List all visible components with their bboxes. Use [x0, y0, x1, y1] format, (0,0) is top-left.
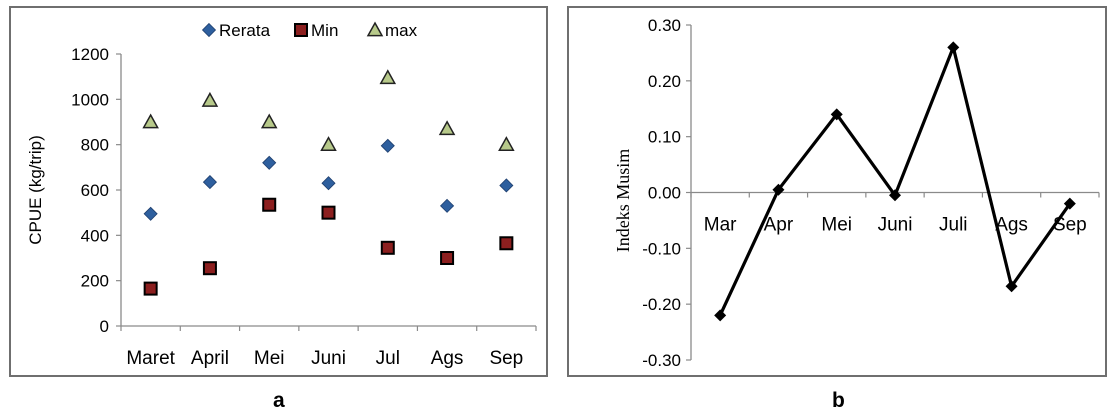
chart-b-svg: 0.30 0.20 0.10 0.00 -0.10 -0.20 -0.30 Mar Apr Mei…	[613, 16, 1100, 370]
chart-panel-b: 0.30 0.20 0.10 0.00 -0.10 -0.20 -0.30 Mar Apr Mei…	[567, 6, 1107, 377]
data-point-rerata	[499, 178, 514, 193]
x-tick-label: Juni	[878, 215, 913, 236]
data-point-min	[440, 251, 455, 265]
data-point-min	[380, 240, 395, 255]
legend-label: max	[385, 21, 418, 40]
series-line	[718, 42, 1072, 317]
data-point	[1005, 280, 1018, 293]
x-tick-label: Jul	[376, 348, 400, 369]
data-point	[1063, 197, 1076, 210]
data-point	[772, 183, 785, 196]
x-tick-label: Ags	[431, 348, 464, 369]
y-tick-label: -0.10	[642, 239, 681, 258]
x-tick-label: Mei	[821, 215, 852, 236]
y-tick-label: 600	[81, 181, 109, 200]
y-tick-label: -0.30	[642, 351, 681, 370]
data-point-max	[320, 136, 337, 152]
y-tick-label: 0.00	[648, 184, 681, 203]
legend-marker-rerata	[201, 22, 217, 38]
y-tick-label: 400	[81, 226, 109, 245]
data-point	[947, 41, 960, 54]
x-tick-label: Sep	[1053, 215, 1087, 236]
y-tick-label: 0	[100, 317, 109, 336]
legend: Rerata Min max	[201, 21, 418, 40]
data-point-max	[438, 120, 456, 136]
x-tick-label: Maret	[126, 348, 175, 369]
panel-label-b: b	[832, 389, 845, 412]
panel-label-a: a	[273, 389, 285, 412]
data-point	[889, 189, 901, 202]
legend-marker-min	[294, 23, 308, 37]
y-axis-title: Indeks Musim	[613, 149, 633, 253]
data-point-min	[499, 236, 514, 251]
y-tick-label: 0.10	[648, 128, 681, 147]
x-tick-label: Apr	[764, 215, 794, 236]
x-tick-label: Sep	[489, 348, 523, 369]
legend-label: Rerata	[219, 21, 271, 40]
chart-a-svg: 0 200 400 600 800 1000 1200 Maret April Mei Juni Ju…	[26, 21, 537, 369]
data-point-min	[202, 261, 217, 276]
y-tick-label: 800	[81, 136, 109, 155]
legend-label: Min	[311, 21, 338, 40]
y-tick-label: 1000	[71, 90, 109, 109]
data-point-max	[260, 113, 278, 129]
x-tick-label: Mei	[254, 348, 285, 369]
y-tick-label: 200	[81, 272, 109, 291]
x-tick-label: Ags	[995, 215, 1028, 236]
data-point-max	[201, 91, 219, 107]
legend-marker-max	[366, 21, 384, 37]
y-tick-label: -0.20	[642, 295, 681, 314]
data-point-rerata	[380, 138, 395, 153]
y-axis-title: CPUE (kg/trip)	[26, 135, 45, 245]
data-point-rerata	[440, 198, 455, 213]
y-tick-label: 0.20	[648, 72, 681, 91]
chart-panel-a: 0 200 400 600 800 1000 1200 Maret April Mei Juni Ju…	[9, 6, 548, 377]
x-tick-label: Mar	[704, 215, 737, 236]
data-point-rerata	[202, 175, 217, 190]
data-point-max	[379, 69, 397, 85]
data-point	[714, 309, 727, 322]
data-point-max	[142, 113, 159, 129]
data-point-min	[143, 281, 158, 296]
y-tick-label: 0.30	[648, 16, 681, 35]
data-point-min	[321, 205, 336, 220]
x-tick-label: Juni	[311, 348, 346, 369]
data-point	[830, 108, 843, 121]
data-point-max	[498, 136, 515, 152]
y-tick-label: 1200	[71, 45, 109, 64]
x-tick-label: April	[191, 348, 229, 369]
data-point-min	[262, 197, 277, 212]
data-point-rerata	[262, 155, 277, 170]
data-point-rerata	[143, 206, 158, 221]
x-tick-label: Juli	[939, 215, 968, 236]
data-point-rerata	[321, 176, 336, 191]
